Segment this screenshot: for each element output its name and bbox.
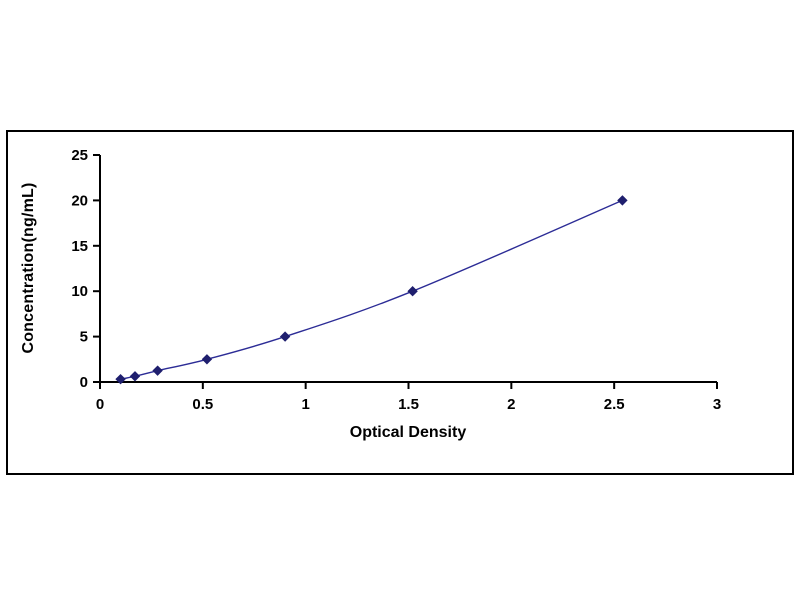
x-tick-label: 2.5 — [604, 396, 625, 413]
y-tick-label: 15 — [71, 238, 88, 255]
y-axis-label: Concentration(ng/mL) — [20, 182, 37, 354]
x-tick-label: 1.5 — [398, 396, 419, 413]
x-tick-label: 3 — [713, 396, 721, 413]
data-point-marker — [407, 285, 418, 297]
x-tick-label: 0 — [96, 396, 104, 413]
chart-frame: 0 0.5 1 1.5 2 2.5 3 0 5 10 15 20 25 Concentration(ng… — [6, 130, 794, 475]
data-point-marker — [617, 195, 628, 206]
x-tick-label: 2 — [507, 396, 515, 413]
series-line — [120, 199, 623, 380]
x-axis-label: Optical Density — [349, 424, 467, 441]
y-tick-label: 0 — [80, 374, 88, 391]
y-tick-label: 20 — [71, 192, 88, 209]
x-tick-label: 1 — [301, 396, 309, 413]
data-point-marker — [115, 373, 126, 385]
x-tick-label: 0.5 — [192, 396, 213, 413]
y-tick-label: 25 — [71, 147, 88, 164]
data-point-marker — [152, 365, 163, 376]
data-point-marker — [279, 331, 291, 342]
y-tick-label: 10 — [71, 283, 88, 300]
y-tick-label: 5 — [80, 329, 88, 346]
data-point-marker — [129, 371, 141, 382]
standard-curve-plot: 0 0.5 1 1.5 2 2.5 3 0 5 10 15 20 25 — [71, 147, 721, 413]
data-point-marker — [201, 354, 213, 365]
